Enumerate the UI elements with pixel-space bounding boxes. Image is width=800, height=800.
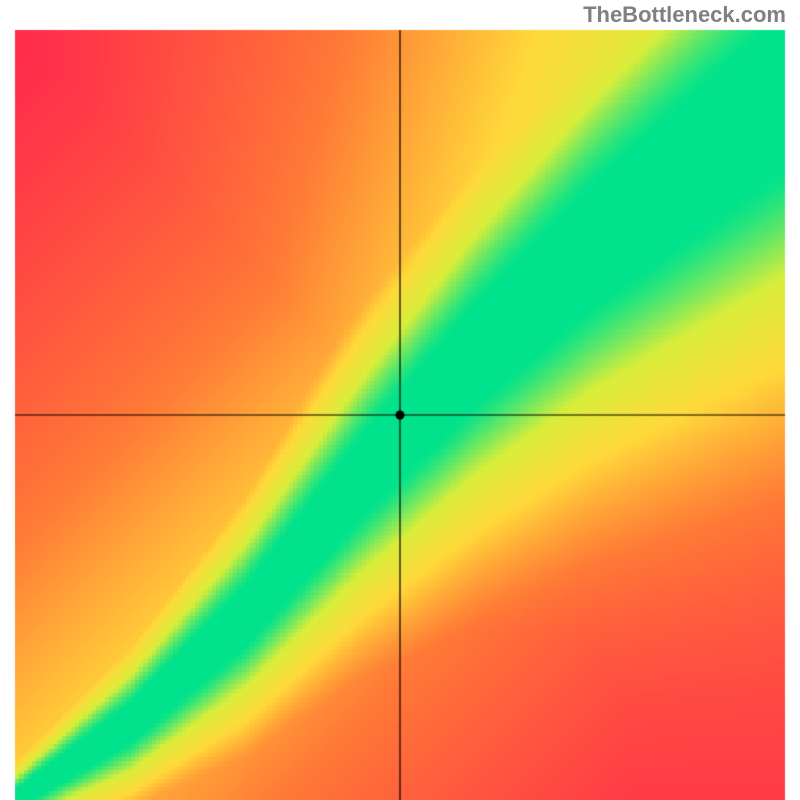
watermark-label: TheBottleneck.com <box>583 2 786 28</box>
heatmap-canvas <box>0 0 800 800</box>
chart-container: TheBottleneck.com <box>0 0 800 800</box>
